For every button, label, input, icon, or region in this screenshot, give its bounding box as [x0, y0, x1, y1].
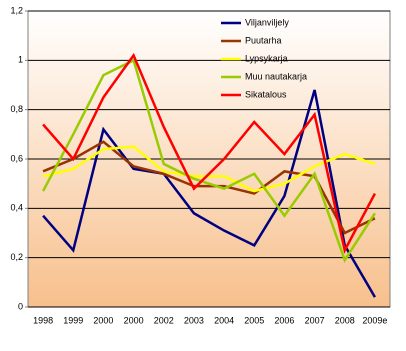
x-tick-label: 1999 — [63, 315, 83, 325]
x-tick-label: 2004 — [214, 315, 234, 325]
y-tick-label: 0,8 — [10, 104, 23, 114]
y-tick-label: 0,4 — [10, 203, 23, 213]
x-tick-label: 2008 — [335, 315, 355, 325]
y-tick-label: 1 — [18, 55, 23, 65]
series-line — [41, 58, 376, 263]
legend-label: Viljanviljely — [245, 17, 289, 27]
series-line — [42, 145, 376, 193]
x-tick-label: 2007 — [305, 315, 325, 325]
series-line — [42, 89, 376, 298]
x-tick-label: 2005 — [244, 315, 264, 325]
series-line — [42, 52, 377, 254]
legend-label: Sikatalous — [245, 89, 287, 99]
x-tick-label: 1998 — [33, 315, 53, 325]
x-tick-label: 2009e — [362, 315, 387, 325]
x-tick-label: 2002 — [154, 315, 174, 325]
y-tick-label: 0,2 — [10, 252, 23, 262]
x-tick-label: 2006 — [274, 315, 294, 325]
legend-label: Puutarha — [245, 35, 282, 45]
x-tick-label: 2000 — [124, 315, 144, 325]
y-tick-label: 1,2 — [10, 5, 23, 15]
y-tick-label: 0,6 — [10, 153, 23, 163]
x-tick-label: 2003 — [184, 315, 204, 325]
x-tick-label: 2000 — [93, 315, 113, 325]
y-tick-label: 0 — [18, 301, 23, 311]
legend-label: Muu nautakarja — [245, 71, 307, 81]
legend-label: Lypsykarja — [245, 53, 288, 63]
